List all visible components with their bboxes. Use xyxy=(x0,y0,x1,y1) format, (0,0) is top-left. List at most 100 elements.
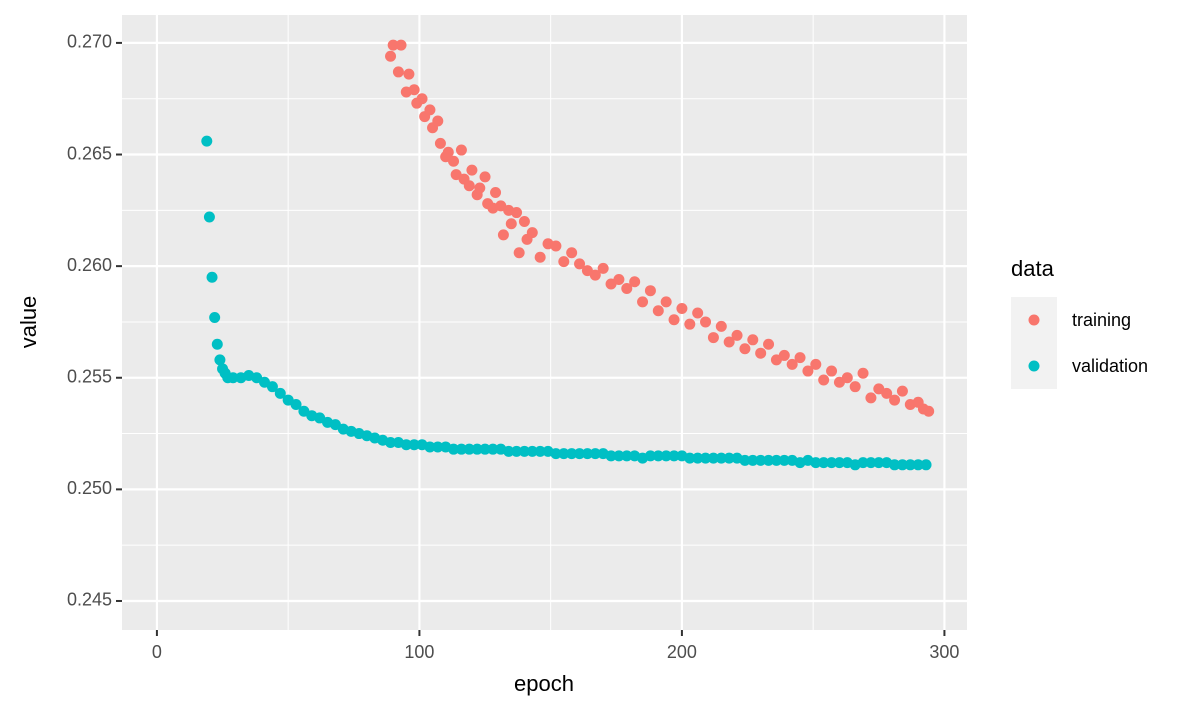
point xyxy=(841,372,853,384)
point xyxy=(660,450,672,462)
point xyxy=(896,459,908,471)
point xyxy=(392,66,404,78)
point xyxy=(455,443,467,455)
point xyxy=(621,450,633,462)
point xyxy=(526,227,538,239)
point xyxy=(826,365,838,377)
legend-key xyxy=(1028,314,1040,326)
point xyxy=(818,374,830,386)
point xyxy=(723,452,735,464)
point xyxy=(385,436,397,448)
x-axis-title: epoch xyxy=(514,671,574,696)
y-tick-label: 0.255 xyxy=(67,366,112,386)
y-tick-label: 0.265 xyxy=(67,143,112,163)
point xyxy=(487,443,499,455)
point xyxy=(558,448,570,460)
point xyxy=(763,454,775,466)
point xyxy=(505,218,517,230)
legend-label: training xyxy=(1072,310,1131,330)
point xyxy=(770,454,782,466)
point xyxy=(448,443,460,455)
point xyxy=(707,452,719,464)
point xyxy=(395,39,407,51)
point xyxy=(432,441,444,453)
point xyxy=(290,399,302,411)
point xyxy=(826,457,838,469)
point xyxy=(865,457,877,469)
point xyxy=(550,240,562,252)
point xyxy=(387,39,399,51)
point xyxy=(511,207,523,219)
points xyxy=(201,39,935,471)
point xyxy=(274,387,286,399)
point xyxy=(266,381,278,393)
point xyxy=(474,182,486,194)
legend-label: validation xyxy=(1072,356,1148,376)
point xyxy=(566,247,578,259)
point xyxy=(778,349,790,361)
point xyxy=(652,305,664,317)
y-tick-label: 0.270 xyxy=(67,32,112,52)
point xyxy=(700,452,712,464)
point xyxy=(479,443,491,455)
point xyxy=(707,332,719,344)
legend-keys-bg xyxy=(1011,297,1057,389)
point xyxy=(644,450,656,462)
x-tick-label: 300 xyxy=(929,642,959,662)
point xyxy=(203,211,215,223)
point xyxy=(432,115,444,127)
point xyxy=(408,439,420,451)
point xyxy=(644,285,656,297)
point xyxy=(416,93,428,105)
point xyxy=(597,262,609,274)
point xyxy=(818,457,830,469)
point xyxy=(676,303,688,315)
point xyxy=(201,135,213,147)
point xyxy=(466,164,478,176)
point xyxy=(896,385,908,397)
grid xyxy=(122,15,967,630)
point xyxy=(408,84,420,96)
point xyxy=(227,372,239,384)
point xyxy=(566,448,578,460)
point xyxy=(700,316,712,328)
point xyxy=(589,269,601,281)
point xyxy=(904,459,916,471)
point xyxy=(534,251,546,263)
point xyxy=(209,311,221,323)
point xyxy=(889,459,901,471)
point xyxy=(211,338,223,350)
point xyxy=(448,155,460,167)
point xyxy=(715,452,727,464)
point xyxy=(833,457,845,469)
point xyxy=(684,318,696,330)
point xyxy=(613,274,625,286)
point xyxy=(668,450,680,462)
point xyxy=(471,443,483,455)
legend-title: data xyxy=(1011,256,1055,281)
y-tick-label: 0.260 xyxy=(67,255,112,275)
y-axis-title: value xyxy=(16,296,41,349)
point xyxy=(920,459,932,471)
x-tick-label: 200 xyxy=(667,642,697,662)
point xyxy=(424,441,436,453)
point xyxy=(731,329,743,341)
point xyxy=(715,320,727,332)
point xyxy=(403,68,415,80)
y-tick-label: 0.245 xyxy=(67,590,112,610)
panel xyxy=(122,15,967,630)
point xyxy=(849,381,861,393)
point xyxy=(490,186,502,198)
point xyxy=(400,439,412,451)
point xyxy=(684,452,696,464)
point xyxy=(652,450,664,462)
point xyxy=(629,276,641,288)
point xyxy=(692,307,704,319)
point xyxy=(613,450,625,462)
point xyxy=(889,394,901,406)
point xyxy=(497,229,509,241)
point xyxy=(747,334,759,346)
point xyxy=(558,256,570,268)
point xyxy=(723,336,735,348)
